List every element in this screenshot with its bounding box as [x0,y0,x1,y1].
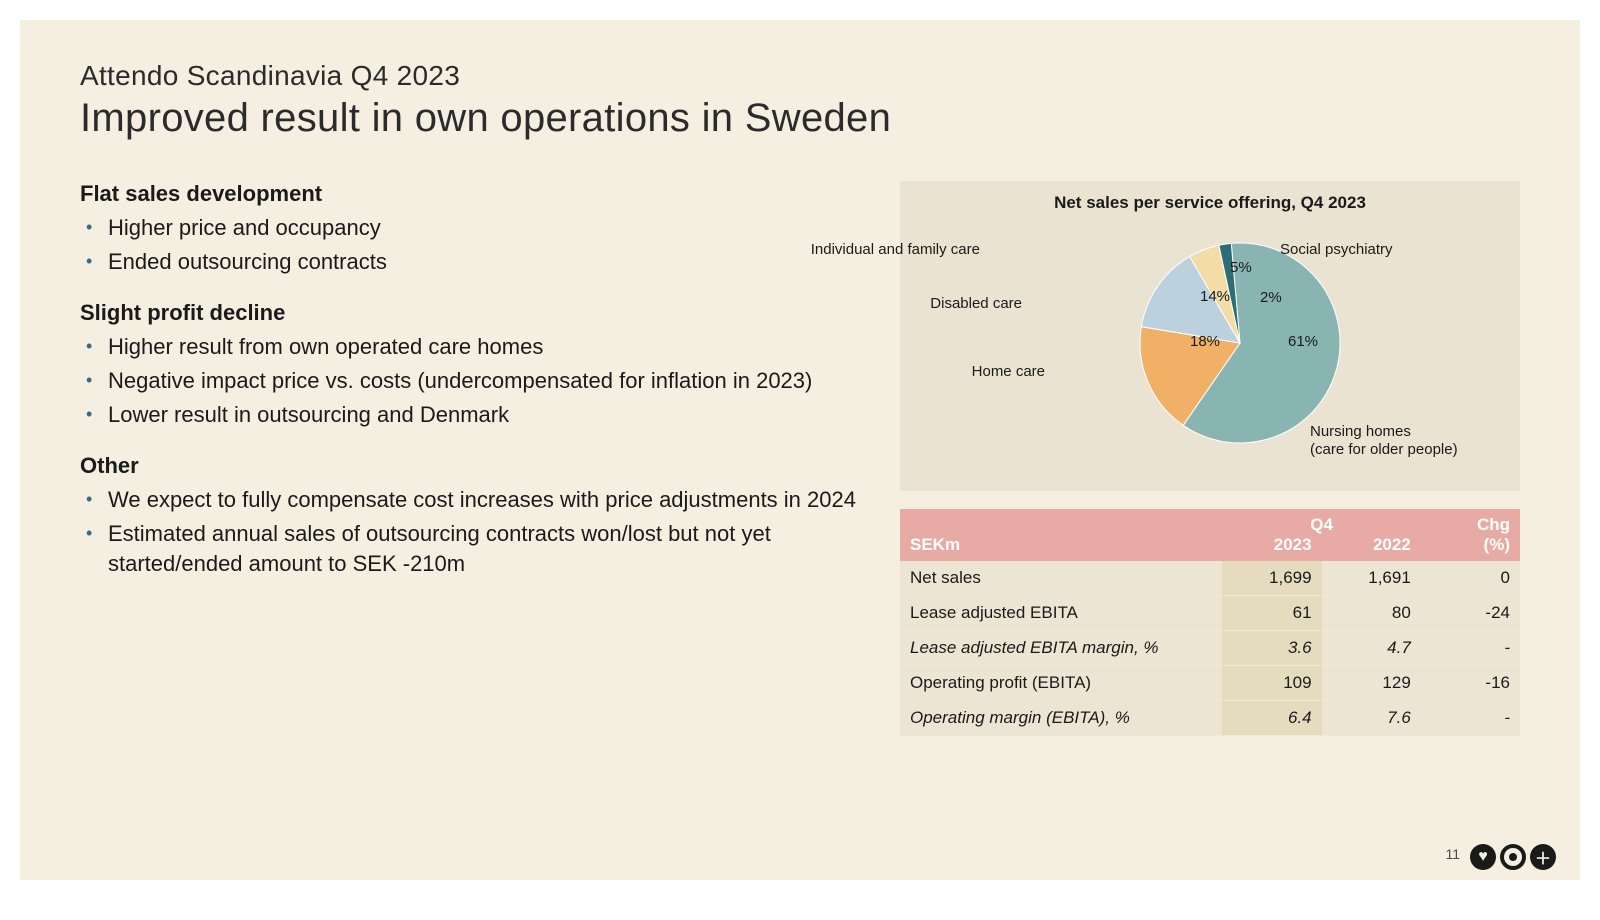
pie-slice-pct: 14% [1200,288,1230,305]
pie-slice-label: Nursing homes(care for older people) [1310,423,1458,459]
th-sekm: SEKm [900,535,1222,561]
pie-slice-label: Individual and family care [811,241,980,259]
th-q4: Q4 [1222,509,1420,535]
th-2023: 2023 [1222,535,1321,561]
row-label: Lease adjusted EBITA margin, % [900,631,1222,666]
pie-slice-pct: 2% [1260,289,1282,306]
brand-logo: ♥ ＋ [1470,844,1556,870]
financial-table: Q4 Chg SEKm 2023 2022 (%) Net sales1,699… [900,509,1520,736]
slide-subtitle: Attendo Scandinavia Q4 2023 [80,60,1520,92]
pie-slice-pct: 5% [1230,259,1252,276]
section-heading: Slight profit decline [80,300,860,326]
row-label: Operating margin (EBITA), % [900,701,1222,736]
col-2023: 61 [1222,596,1321,631]
pie-slice-pct: 61% [1288,333,1318,350]
row-label: Operating profit (EBITA) [900,666,1222,701]
bullet-item: Higher price and occupancy [108,213,860,243]
bullet-item: Estimated annual sales of outsourcing co… [108,519,860,578]
col-2023: 1,699 [1222,561,1321,596]
col-2022: 4.7 [1322,631,1421,666]
page-number: 11 [1445,846,1460,862]
row-label: Lease adjusted EBITA [900,596,1222,631]
bullet-item: Negative impact price vs. costs (underco… [108,366,860,396]
bullet-item: We expect to fully compensate cost incre… [108,485,860,515]
bullet-item: Ended outsourcing contracts [108,247,860,277]
section-heading: Flat sales development [80,181,860,207]
pie-chart-area: Nursing homes(care for older people) 61% H… [910,213,1510,473]
pie-slice-pct: 18% [1190,333,1220,350]
col-2023: 6.4 [1222,701,1321,736]
financial-table-body: Net sales1,6991,6910Lease adjusted EBITA… [900,561,1520,736]
th-2022: 2022 [1322,535,1421,561]
left-column: Flat sales development Higher price and o… [80,181,860,736]
col-2023: 109 [1222,666,1321,701]
slide-title: Improved result in own operations in Swe… [80,96,1520,141]
bullet-item: Higher result from own operated care hom… [108,332,860,362]
bullet-list: Higher result from own operated care hom… [80,332,860,429]
pie-slice-label: Disabled care [930,295,1022,313]
th-chg: (%) [1421,535,1520,561]
col-chg: -24 [1421,596,1520,631]
th-blank [900,509,1222,535]
col-chg: - [1421,631,1520,666]
bullet-list: We expect to fully compensate cost incre… [80,485,860,578]
right-column: Net sales per service offering, Q4 2023 … [900,181,1520,736]
col-chg: 0 [1421,561,1520,596]
col-2022: 80 [1322,596,1421,631]
col-2022: 129 [1322,666,1421,701]
col-2022: 7.6 [1322,701,1421,736]
col-chg: -16 [1421,666,1520,701]
row-label: Net sales [900,561,1222,596]
pie-slice-label: Social psychiatry [1280,241,1393,259]
col-2022: 1,691 [1322,561,1421,596]
pie-slice-label: Home care [972,363,1045,381]
pie-chart-panel: Net sales per service offering, Q4 2023 … [900,181,1520,491]
table-row: Operating profit (EBITA)109129-16 [900,666,1520,701]
table-row: Operating margin (EBITA), %6.47.6- [900,701,1520,736]
financial-table-head: Q4 Chg SEKm 2023 2022 (%) [900,509,1520,561]
col-2023: 3.6 [1222,631,1321,666]
table-row: Lease adjusted EBITA margin, %3.64.7- [900,631,1520,666]
target-icon [1500,844,1526,870]
heart-icon: ♥ [1470,844,1496,870]
col-chg: - [1421,701,1520,736]
pie-chart-title: Net sales per service offering, Q4 2023 [910,193,1510,213]
plus-icon: ＋ [1530,844,1556,870]
bullet-item: Lower result in outsourcing and Denmark [108,400,860,430]
th-chg-top: Chg [1421,509,1520,535]
bullet-list: Higher price and occupancy Ended outsourc… [80,213,860,276]
table-row: Net sales1,6991,6910 [900,561,1520,596]
slide: Attendo Scandinavia Q4 2023 Improved res… [20,20,1580,880]
section-heading: Other [80,453,860,479]
table-row: Lease adjusted EBITA6180-24 [900,596,1520,631]
content-row: Flat sales development Higher price and o… [80,181,1520,736]
